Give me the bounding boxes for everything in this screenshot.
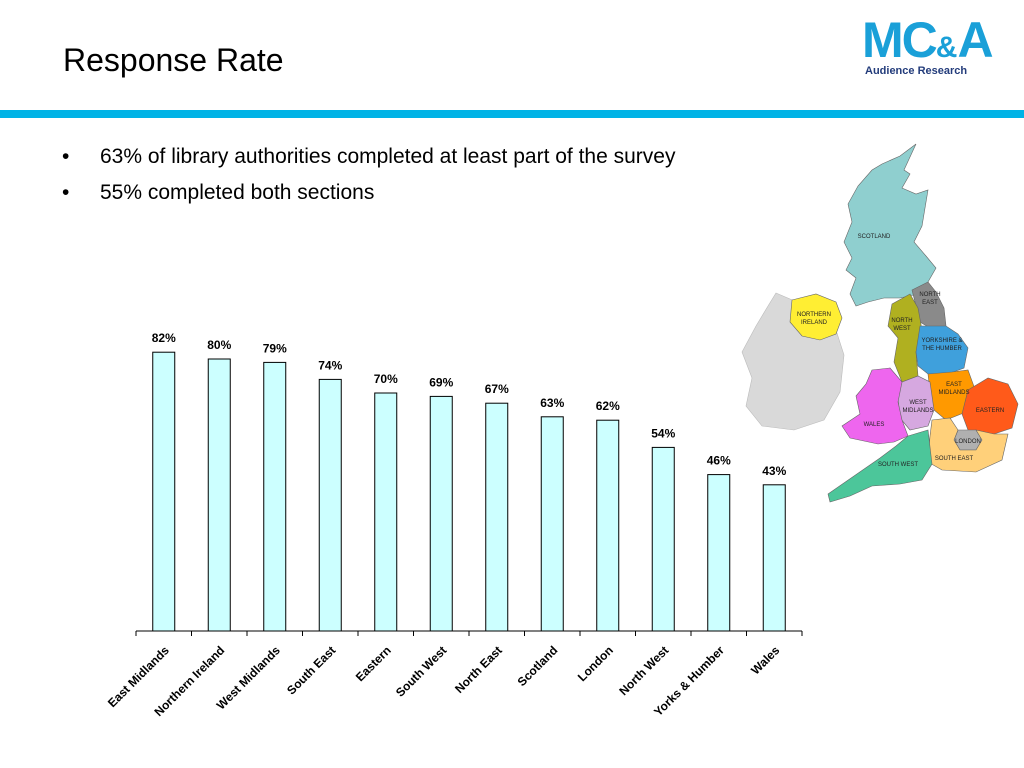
bullet-item: • 63% of library authorities completed at… xyxy=(62,142,675,178)
bar-value-label: 70% xyxy=(374,372,398,386)
bar-north-east xyxy=(485,402,509,632)
category-label: North West xyxy=(616,643,671,698)
response-rate-bar-chart: 82% 80% 79% 74% 70% 69% 67% 63% 62% 54% 46% 43% Eas… xyxy=(105,331,803,719)
bar-value-label: 43% xyxy=(762,464,786,478)
bar-north-west xyxy=(651,446,675,632)
map-label-yorkshire: THE HUMBER xyxy=(922,346,962,352)
bar-london xyxy=(596,419,620,632)
map-region-wales xyxy=(841,367,909,445)
mca-logo: MC&A Audience Research xyxy=(862,14,1022,80)
map-region-labels: SCOTLAND NORTHERN IRELAND NORTH EAST NOR… xyxy=(797,234,1004,468)
chart-x-ticks xyxy=(135,631,803,636)
bar-west-midlands xyxy=(263,361,287,632)
bar-south-west xyxy=(429,395,453,632)
map-region-yorkshire xyxy=(915,325,969,375)
bullet-item: • 55% completed both sections xyxy=(62,178,675,214)
map-label-yorkshire: YORKSHIRE & xyxy=(921,338,962,344)
slide-title: Response Rate xyxy=(63,42,284,78)
map-region-northern-ireland xyxy=(789,293,843,341)
map-label-east-midlands: MIDLANDS xyxy=(938,390,969,396)
bullet-dot-icon: • xyxy=(62,145,70,168)
map-region-eastern xyxy=(961,377,1019,437)
header-divider xyxy=(0,110,1024,118)
logo-tagline: Audience Research xyxy=(865,65,968,77)
bar-value-label: 79% xyxy=(263,341,287,355)
bar-south-east xyxy=(318,378,342,632)
category-label: South West xyxy=(393,643,449,699)
chart-value-labels: 82% 80% 79% 74% 70% 69% 67% 63% 62% 54% 46% 43% xyxy=(152,331,787,478)
map-label-north-west: NORTH xyxy=(891,318,912,324)
bar-value-label: 67% xyxy=(485,382,509,396)
bar-yorks-humber xyxy=(707,474,731,632)
uk-regions-map: SCOTLAND NORTHERN IRELAND NORTH EAST NOR… xyxy=(741,143,1019,503)
bar-value-label: 63% xyxy=(540,396,564,410)
category-label: South East xyxy=(284,643,338,697)
category-label: Scotland xyxy=(515,643,561,689)
map-region-scotland xyxy=(843,143,937,307)
map-label-east-midlands: EAST xyxy=(946,382,962,388)
bar-value-label: 62% xyxy=(596,399,620,413)
map-region-south-west xyxy=(827,429,933,503)
category-label: London xyxy=(575,643,616,684)
map-label-northern-ireland: IRELAND xyxy=(801,320,828,326)
category-label: Eastern xyxy=(353,643,394,684)
map-label-west-midlands: MIDLANDS xyxy=(902,408,933,414)
bar-northern-ireland xyxy=(207,358,231,632)
category-label: Wales xyxy=(748,643,782,677)
bullet-list: • 63% of library authorities completed at… xyxy=(62,142,675,214)
category-label: North East xyxy=(452,643,505,696)
map-label-eastern: EASTERN xyxy=(976,408,1004,414)
map-label-north-east: EAST xyxy=(922,300,938,306)
map-label-south-west: SOUTH WEST xyxy=(878,462,918,468)
map-region-south-east xyxy=(927,417,1009,473)
bar-value-label: 80% xyxy=(207,338,231,352)
map-label-wales: WALES xyxy=(864,422,885,428)
map-label-north-east: NORTH xyxy=(919,292,940,298)
bar-east-midlands xyxy=(152,351,176,632)
bar-value-label: 54% xyxy=(651,426,675,440)
bar-wales xyxy=(762,484,786,632)
map-label-scotland: SCOTLAND xyxy=(858,234,891,240)
bar-value-label: 74% xyxy=(318,358,342,372)
bar-scotland xyxy=(540,416,564,632)
map-label-south-east: SOUTH EAST xyxy=(935,456,974,462)
logo-wordmark: MC&A xyxy=(862,12,994,68)
chart-bars xyxy=(152,351,786,632)
map-label-north-west: WEST xyxy=(893,326,911,332)
map-label-west-midlands: WEST xyxy=(909,400,927,406)
map-region-north-west xyxy=(887,293,923,383)
map-label-northern-ireland: NORTHERN xyxy=(797,312,831,318)
bar-eastern xyxy=(374,392,398,632)
bar-value-label: 82% xyxy=(152,331,176,345)
bar-value-label: 69% xyxy=(429,375,453,389)
bullet-dot-icon: • xyxy=(62,181,70,204)
map-label-london: LONDON xyxy=(955,439,981,445)
bar-value-label: 46% xyxy=(707,454,731,468)
